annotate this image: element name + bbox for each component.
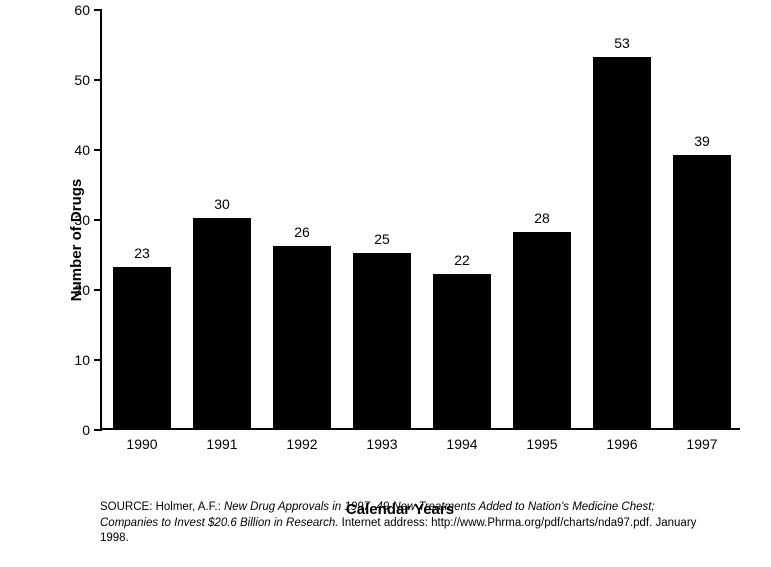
bar-value-label: 23 <box>134 245 150 261</box>
bar: 23 <box>113 267 171 428</box>
bar-value-label: 25 <box>374 231 390 247</box>
y-tick <box>94 289 102 291</box>
y-tick <box>94 79 102 81</box>
bar: 30 <box>193 218 251 428</box>
x-tick-label: 1996 <box>606 436 637 452</box>
bar-value-label: 53 <box>614 35 630 51</box>
source-prefix: SOURCE: Holmer, A.F.: <box>100 501 224 513</box>
x-tick-label: 1995 <box>526 436 557 452</box>
bar: 25 <box>353 253 411 428</box>
bar-chart: Number of Drugs 010203040506023199030199… <box>60 10 740 470</box>
bar: 22 <box>433 274 491 428</box>
x-tick-label: 1992 <box>286 436 317 452</box>
y-tick-label: 40 <box>74 142 90 158</box>
y-tick <box>94 359 102 361</box>
y-tick <box>94 219 102 221</box>
x-tick-label: 1994 <box>446 436 477 452</box>
y-tick-label: 10 <box>74 352 90 368</box>
y-tick <box>94 9 102 11</box>
x-tick-label: 1991 <box>206 436 237 452</box>
source-citation: SOURCE: Holmer, A.F.: New Drug Approvals… <box>100 500 700 547</box>
bar: 39 <box>673 155 731 428</box>
bar-value-label: 30 <box>214 196 230 212</box>
bar-value-label: 28 <box>534 210 550 226</box>
y-tick <box>94 149 102 151</box>
y-tick-label: 20 <box>74 282 90 298</box>
bar: 26 <box>273 246 331 428</box>
x-tick-label: 1993 <box>366 436 397 452</box>
plot-area: 0102030405060231990301991261992251993221… <box>100 10 740 430</box>
y-tick-label: 30 <box>74 212 90 228</box>
y-tick-label: 60 <box>74 2 90 18</box>
y-tick-label: 0 <box>82 422 90 438</box>
bar-value-label: 39 <box>694 133 710 149</box>
y-tick <box>94 429 102 431</box>
bar: 53 <box>593 57 651 428</box>
bar: 28 <box>513 232 571 428</box>
bar-value-label: 22 <box>454 252 470 268</box>
y-tick-label: 50 <box>74 72 90 88</box>
x-tick-label: 1990 <box>126 436 157 452</box>
bar-value-label: 26 <box>294 224 310 240</box>
x-tick-label: 1997 <box>686 436 717 452</box>
